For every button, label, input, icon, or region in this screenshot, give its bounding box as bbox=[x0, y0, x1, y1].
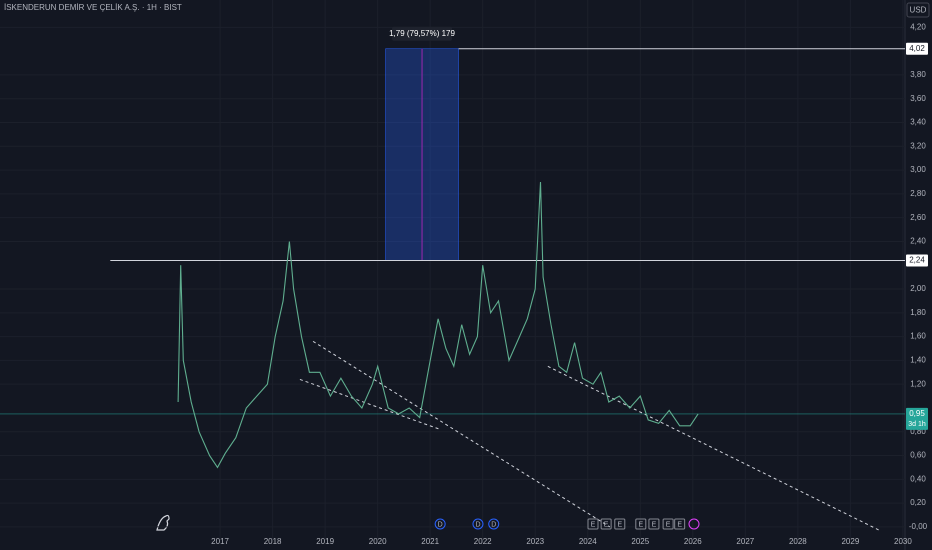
trendline bbox=[547, 365, 881, 531]
y-tick-label: 3,20 bbox=[910, 141, 926, 150]
earnings-marker bbox=[587, 518, 599, 530]
level-label-bg bbox=[906, 254, 928, 267]
y-tick-label: 1,80 bbox=[910, 308, 926, 317]
event-label: D bbox=[491, 521, 496, 528]
y-tick-label: 4,20 bbox=[910, 22, 926, 31]
event-label: E bbox=[652, 521, 657, 528]
x-tick-label: 2018 bbox=[264, 537, 282, 546]
earnings-marker bbox=[614, 518, 626, 530]
y-tick-label: 3,00 bbox=[910, 165, 926, 174]
level-label: 2,24 bbox=[909, 256, 925, 265]
current-label-bg bbox=[906, 407, 928, 430]
event-label: D bbox=[438, 521, 443, 528]
event-label: E bbox=[677, 521, 682, 528]
dividend-marker bbox=[488, 518, 500, 530]
level-label-bg bbox=[906, 42, 928, 55]
x-tick-label: 2027 bbox=[736, 537, 754, 546]
y-tick-label: 3,40 bbox=[910, 118, 926, 127]
x-tick-label: 2024 bbox=[579, 537, 597, 546]
y-tick-label: 2,00 bbox=[910, 284, 926, 293]
x-tick-label: 2026 bbox=[684, 537, 702, 546]
event-label: D bbox=[475, 521, 480, 528]
x-tick-label: 2022 bbox=[474, 537, 492, 546]
trendline bbox=[299, 378, 441, 430]
event-label: E bbox=[604, 521, 609, 528]
currency: USD bbox=[910, 6, 927, 15]
event-label: E bbox=[666, 521, 671, 528]
split-marker bbox=[688, 518, 700, 530]
dividend-marker bbox=[472, 518, 484, 530]
trendline bbox=[312, 340, 611, 528]
y-tick-label: 0,20 bbox=[910, 498, 926, 507]
x-tick-label: 2021 bbox=[421, 537, 439, 546]
x-tick-label: 2020 bbox=[369, 537, 387, 546]
countdown: 3d 1h bbox=[908, 421, 926, 428]
chart-title: İSKENDERUN DEMİR VE ÇELİK A.Ş. · 1H · BI… bbox=[4, 3, 182, 12]
y-tick-label: 0,40 bbox=[910, 474, 926, 483]
measure-label-bg bbox=[392, 26, 453, 41]
earnings-marker bbox=[674, 518, 686, 530]
dividend-marker bbox=[434, 518, 446, 530]
y-tick-label: 0,60 bbox=[910, 451, 926, 460]
x-tick-label: 2028 bbox=[789, 537, 807, 546]
y-tick-label: 1,40 bbox=[910, 356, 926, 365]
event-label: E bbox=[638, 521, 643, 528]
measure-label: 1,79 (79,57%) 179 bbox=[389, 29, 455, 38]
y-tick-label: 2,80 bbox=[910, 189, 926, 198]
x-tick-label: 2019 bbox=[316, 537, 334, 546]
earnings-marker bbox=[635, 518, 647, 530]
earnings-marker bbox=[662, 518, 674, 530]
event-label: E bbox=[617, 521, 622, 528]
y-tick-label: 2,60 bbox=[910, 213, 926, 222]
earnings-marker bbox=[600, 518, 612, 530]
y-tick-label: 1,60 bbox=[910, 332, 926, 341]
y-tick-label: 0,80 bbox=[910, 427, 926, 436]
y-tick-label: -0,00 bbox=[909, 522, 928, 531]
x-tick-label: 2029 bbox=[841, 537, 859, 546]
price-line bbox=[177, 181, 699, 469]
event-label: E bbox=[591, 521, 596, 528]
earnings-marker bbox=[648, 518, 660, 530]
level-label: 4,02 bbox=[909, 44, 925, 53]
x-tick-label: 2017 bbox=[211, 537, 229, 546]
x-tick-label: 2025 bbox=[631, 537, 649, 546]
y-tick-label: 2,40 bbox=[910, 237, 926, 246]
y-tick-label: 3,60 bbox=[910, 94, 926, 103]
current-label: 0,95 bbox=[909, 409, 925, 418]
x-tick-label: 2030 bbox=[894, 537, 912, 546]
y-tick-label: 3,80 bbox=[910, 70, 926, 79]
currency-box[interactable] bbox=[906, 2, 930, 18]
y-tick-label: 1,20 bbox=[910, 379, 926, 388]
x-tick-label: 2023 bbox=[526, 537, 544, 546]
